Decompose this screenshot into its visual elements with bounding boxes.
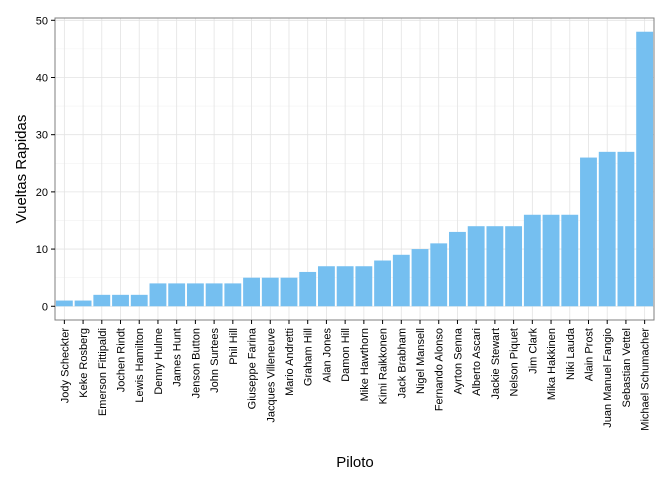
y-tick-label: 0 bbox=[42, 301, 48, 313]
x-tick-label: Jochen Rindt bbox=[116, 328, 128, 392]
bar bbox=[430, 243, 448, 307]
bar bbox=[505, 226, 523, 307]
x-tick-label: Nigel Mansell bbox=[415, 328, 427, 394]
bar bbox=[168, 283, 186, 307]
x-axis-title: Piloto bbox=[336, 454, 374, 471]
x-tick-label: John Surtees bbox=[209, 328, 221, 393]
bar bbox=[243, 277, 260, 307]
x-tick-label: Jenson Button bbox=[190, 328, 202, 398]
x-tick-label: Ayrton Senna bbox=[452, 327, 464, 394]
x-tick-label: Fernando Alonso bbox=[434, 328, 446, 411]
bar bbox=[374, 260, 392, 307]
bar bbox=[598, 151, 616, 307]
x-tick-label: Mike Hawthorn bbox=[359, 328, 371, 401]
x-tick-label: Sebastian Vettel bbox=[621, 328, 633, 408]
bar bbox=[93, 294, 111, 307]
x-tick-label: Jackie Stewart bbox=[490, 328, 502, 400]
bar bbox=[205, 283, 223, 307]
y-tick-label: 20 bbox=[36, 187, 48, 199]
x-tick-label: Michael Schumacher bbox=[640, 328, 652, 431]
x-tick-label: Jody Scheckter bbox=[59, 328, 71, 404]
bar bbox=[636, 31, 654, 307]
x-tick-label: Phil Hill bbox=[228, 328, 240, 365]
x-axis: Jody Scheckter Keke Rosberg Emerson Fittip… bbox=[59, 320, 652, 431]
bar bbox=[299, 271, 317, 307]
y-tick-label: 50 bbox=[36, 15, 48, 27]
x-tick-label: Denny Hulme bbox=[153, 328, 165, 395]
y-tick-label: 40 bbox=[36, 72, 48, 84]
y-axis-title: Vueltas Rapidas bbox=[13, 115, 30, 224]
bar bbox=[336, 266, 354, 307]
x-tick-label: James Hunt bbox=[172, 328, 184, 387]
bar bbox=[224, 283, 242, 307]
bar bbox=[355, 266, 373, 307]
x-tick-label: Jacques Villeneuve bbox=[265, 328, 277, 423]
bar bbox=[561, 214, 579, 307]
bar bbox=[186, 283, 204, 307]
y-axis: 0 10 20 30 40 50 bbox=[36, 15, 55, 313]
bar bbox=[467, 226, 485, 307]
y-tick-label: 30 bbox=[36, 130, 48, 142]
x-tick-label: Keke Rosberg bbox=[78, 328, 90, 398]
bar bbox=[449, 231, 466, 307]
bar bbox=[542, 214, 560, 307]
x-tick-label: Emerson Fittipaldi bbox=[97, 328, 109, 416]
x-tick-label: Jim Clark bbox=[527, 328, 539, 374]
x-tick-label: Lewis Hamilton bbox=[134, 328, 146, 403]
bar bbox=[392, 254, 410, 307]
x-tick-label: Nelson Piquet bbox=[509, 328, 521, 397]
bar bbox=[486, 226, 504, 307]
y-tick-label: 10 bbox=[36, 244, 48, 256]
x-tick-label: Damon Hill bbox=[340, 328, 352, 382]
bar bbox=[112, 294, 129, 307]
bars bbox=[55, 31, 654, 307]
bar bbox=[74, 300, 92, 307]
x-tick-label: Mario Andretti bbox=[284, 328, 296, 396]
bar bbox=[55, 300, 73, 307]
bar bbox=[317, 266, 335, 307]
x-tick-label: Giuseppe Farina bbox=[247, 327, 259, 409]
x-tick-label: Graham Hill bbox=[303, 328, 315, 386]
x-tick-label: Alberto Ascari bbox=[471, 328, 483, 396]
x-tick-label: Kimi Raikkonen bbox=[378, 328, 390, 404]
x-tick-label: Mika Hakkinen bbox=[546, 328, 558, 400]
bar bbox=[617, 151, 635, 307]
bar bbox=[130, 294, 148, 307]
bar bbox=[280, 277, 298, 307]
x-tick-label: Alan Jones bbox=[321, 328, 333, 383]
bar bbox=[411, 249, 429, 307]
bar bbox=[523, 214, 541, 307]
plot-panel-border bbox=[54, 17, 655, 321]
x-tick-label: Niki Lauda bbox=[565, 327, 577, 380]
bar bbox=[261, 277, 279, 307]
x-tick-label: Alain Prost bbox=[583, 328, 595, 381]
x-tick-label: Juan Manuel Fangio bbox=[602, 328, 614, 428]
x-tick-label: Jack Brabham bbox=[396, 328, 408, 398]
bar bbox=[149, 283, 167, 307]
bar bbox=[580, 157, 597, 307]
